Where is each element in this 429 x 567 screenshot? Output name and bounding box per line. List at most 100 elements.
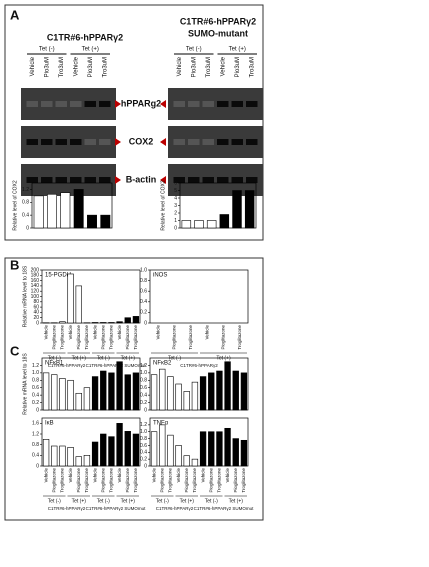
bar xyxy=(91,441,99,467)
y-tick-label: 1.2 xyxy=(22,187,29,193)
x-tick-label: Pioglitazone xyxy=(76,468,81,493)
y-tick-label: 0 xyxy=(36,463,39,469)
bar xyxy=(240,439,248,467)
bar xyxy=(83,387,91,411)
y-tick-label: 0.4 xyxy=(140,392,147,398)
bar xyxy=(183,391,190,411)
x-tick-label: Troglitazone xyxy=(109,325,114,350)
lane-label: Vehicle xyxy=(30,56,36,76)
bar xyxy=(159,368,166,411)
lane-label: Pio3uM xyxy=(191,57,197,77)
tet-label: Tet (-) xyxy=(186,47,202,53)
x-tick-label: Troglitazone xyxy=(168,468,173,493)
blot-band xyxy=(55,101,67,107)
bar xyxy=(240,372,248,411)
bar xyxy=(67,273,74,324)
bar xyxy=(206,220,217,229)
blot-band xyxy=(41,177,53,183)
bar xyxy=(100,214,111,229)
bar xyxy=(175,445,182,467)
y-axis-label: Relative mRNA level to 18S xyxy=(22,353,28,415)
arrow xyxy=(160,100,166,108)
band-label: B-actin xyxy=(126,174,157,184)
blot-band xyxy=(202,101,214,107)
band-label: COX2 xyxy=(129,136,154,146)
bar xyxy=(208,372,215,411)
tet-label: Tet (-) xyxy=(39,47,55,53)
bar xyxy=(83,455,91,467)
x-tick-label: Troglitazone xyxy=(84,325,89,350)
chart-title: NFκB1 xyxy=(45,361,64,367)
blot-band xyxy=(26,177,38,183)
lane-label: Vehicle xyxy=(177,56,183,76)
bar xyxy=(124,317,131,324)
group-label: Tet (+) xyxy=(72,498,87,504)
bar xyxy=(67,379,74,411)
x-tick-label: Troglitazone xyxy=(84,468,89,493)
y-tick-label: 0.6 xyxy=(140,289,147,295)
blot-band xyxy=(217,177,229,183)
blot-band xyxy=(99,101,111,107)
lane-label: Vehicle xyxy=(220,56,226,76)
y-tick-label: 0 xyxy=(36,407,39,413)
bar xyxy=(132,433,140,467)
lane-label: Tro3uM xyxy=(102,57,108,77)
chart-title: 15-PGDH xyxy=(45,273,71,279)
x-tick-label: Troglitazone xyxy=(60,468,65,493)
y-tick-label: 180 xyxy=(31,273,40,279)
arrow xyxy=(115,138,121,146)
cell-line-label: C1TR#6-hPPARγ2 SUMOmut xyxy=(86,363,146,368)
y-tick-label: 140 xyxy=(31,283,40,289)
x-tick-label: Vehicle xyxy=(151,468,156,483)
blot-band xyxy=(217,101,229,107)
bar xyxy=(47,193,57,229)
bar xyxy=(194,220,204,229)
x-tick-label: Vehicle xyxy=(68,325,73,340)
x-tick-label: Troglitazone xyxy=(133,325,138,350)
plot-frame xyxy=(149,417,249,467)
y-tick-label: 0.4 xyxy=(32,392,39,398)
arrow xyxy=(115,100,121,108)
panel-bc-frame xyxy=(4,257,264,521)
blot-band xyxy=(231,139,243,145)
bar xyxy=(75,285,82,324)
bar xyxy=(175,383,182,411)
blot-band xyxy=(41,139,53,145)
plot-frame xyxy=(149,269,249,324)
x-tick-label: Pioglitazone xyxy=(100,325,105,350)
bar xyxy=(191,381,199,411)
blot-band xyxy=(246,139,258,145)
blot-band xyxy=(188,101,200,107)
y-tick-label: 1.2 xyxy=(140,422,147,428)
bar xyxy=(150,431,158,467)
y-tick-label: 0 xyxy=(144,320,147,326)
cell-line-label: C1TR#6-hPPARγ2 SUMOmut xyxy=(194,506,254,511)
y-tick-label: 120 xyxy=(31,289,40,295)
bar xyxy=(91,322,99,324)
x-tick-label: Troglitazone xyxy=(109,468,114,493)
tet-label: Tet (+) xyxy=(82,47,99,53)
x-tick-label: Pioglitazone xyxy=(76,325,81,350)
cell-line-label: C1TR#6-hPPARγ2 SUMOmut xyxy=(86,506,146,511)
x-tick-label: Vehicle xyxy=(43,325,48,340)
bar xyxy=(87,214,97,229)
bar xyxy=(232,438,239,467)
lane-label: Pio3uM xyxy=(44,57,50,77)
x-tick-label: Vehicle xyxy=(204,325,209,340)
y-tick-label: 1 xyxy=(174,218,177,224)
blot-band xyxy=(41,101,53,107)
x-tick-label: Troglitazone xyxy=(133,468,138,493)
y-tick-label: 0 xyxy=(36,320,39,326)
y-tick-label: 0.8 xyxy=(32,442,39,448)
y-tick-label: 0.2 xyxy=(140,400,147,406)
bar xyxy=(108,322,115,324)
bar xyxy=(167,434,174,467)
y-tick-label: 1.2 xyxy=(140,363,147,369)
band-label: hPPARg2 xyxy=(121,98,161,108)
bar xyxy=(100,322,107,324)
panel-label: A xyxy=(10,7,20,22)
y-tick-label: 0.4 xyxy=(140,450,147,456)
bar xyxy=(51,374,58,411)
blot-band xyxy=(84,139,96,145)
